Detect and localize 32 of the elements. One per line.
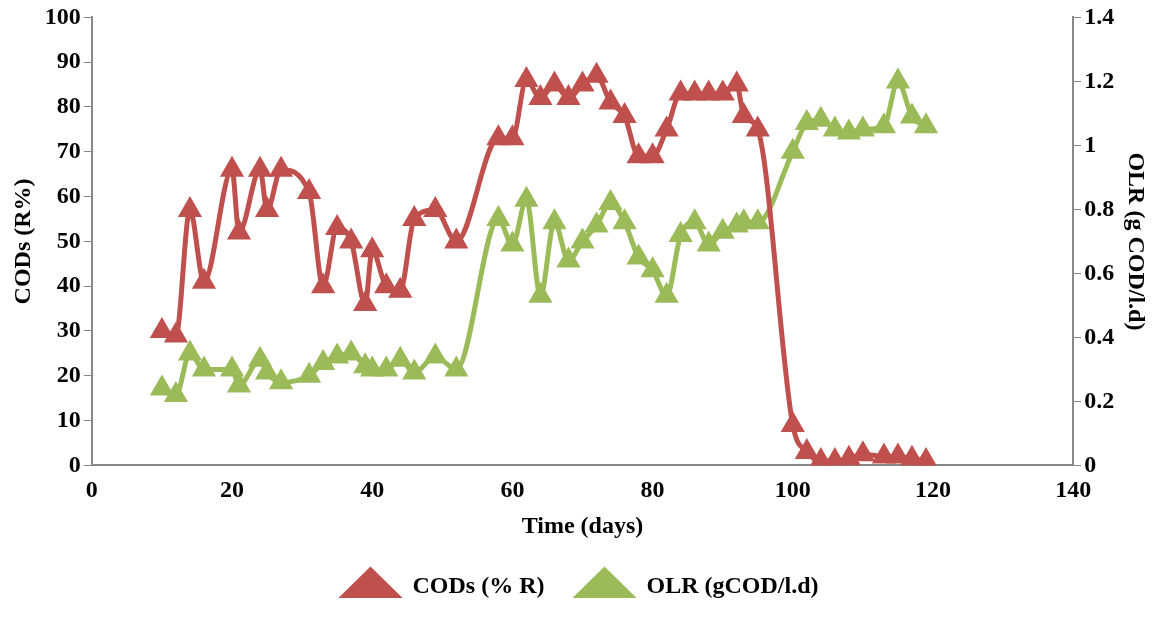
y2-tick-label: 1.2: [1084, 66, 1115, 93]
y-tick-label: 60: [56, 181, 81, 208]
y-tick-label: 100: [44, 2, 81, 29]
x-tick-label: 100: [774, 476, 811, 502]
x-tick-label: 40: [360, 476, 385, 502]
x-tick-label: 60: [500, 476, 525, 502]
x-tick-label: 140: [1055, 476, 1092, 502]
y2-tick-label: 0.8: [1084, 194, 1115, 221]
y2-tick-label: 1.4: [1084, 2, 1115, 29]
y2-tick-label: 0: [1084, 450, 1097, 477]
x-axis-title: Time (days): [521, 511, 644, 538]
legend-label: OLR (gCOD/l.d): [646, 572, 819, 599]
y-tick-label: 50: [56, 226, 81, 253]
y-axis-title: CODs (R%): [8, 178, 35, 305]
x-tick-label: 0: [85, 476, 98, 502]
x-tick-label: 20: [220, 476, 244, 502]
y-tick-label: 30: [56, 316, 81, 343]
y-tick-label: 90: [56, 47, 81, 74]
y-tick-label: 80: [56, 92, 81, 119]
y2-tick-label: 0.6: [1084, 258, 1115, 285]
y-tick-label: 0: [68, 450, 81, 477]
y2-tick-label: 0.2: [1084, 386, 1115, 413]
y2-axis-title: OLR (g COD/l.d): [1124, 152, 1151, 331]
y2-tick-label: 1: [1084, 130, 1097, 157]
y-tick-label: 10: [56, 405, 81, 432]
y2-tick-label: 0.4: [1084, 322, 1115, 349]
y-tick-label: 70: [56, 137, 81, 163]
x-tick-label: 80: [640, 476, 665, 502]
legend-label: CODs (% R): [412, 572, 545, 599]
x-tick-label: 120: [915, 476, 951, 502]
y-tick-label: 20: [56, 361, 81, 387]
y-tick-label: 40: [56, 271, 81, 298]
